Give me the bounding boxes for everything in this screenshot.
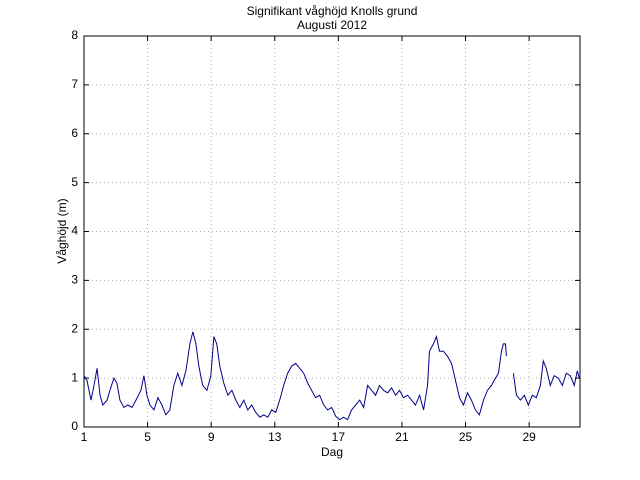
chart-title: Signifikant våghöjd Knolls grund: [247, 4, 418, 18]
y-tick-label: 1: [71, 370, 78, 384]
y-tick-label: 4: [71, 224, 78, 238]
y-tick-label: 3: [71, 273, 78, 287]
x-tick-label: 25: [459, 430, 473, 444]
y-tick-label: 0: [71, 419, 78, 433]
x-tick-label: 1: [81, 430, 88, 444]
y-axis-label: Våghöjd (m): [55, 198, 69, 263]
x-tick-label: 29: [522, 430, 536, 444]
x-tick-label: 5: [144, 430, 151, 444]
y-tick-label: 8: [71, 28, 78, 42]
y-tick-label: 5: [71, 175, 78, 189]
data-line: [83, 331, 580, 421]
y-tick-label: 7: [71, 77, 78, 91]
y-tick-label: 2: [71, 321, 78, 335]
chart-subtitle: Augusti 2012: [297, 18, 367, 32]
x-tick-label: 13: [268, 430, 282, 444]
x-tick-label: 17: [332, 430, 346, 444]
plot-frame: [83, 35, 581, 428]
x-tick-label: 21: [395, 430, 409, 444]
x-axis-label: Dag: [321, 445, 343, 459]
x-tick-label: 9: [208, 430, 215, 444]
y-tick-label: 6: [71, 126, 78, 140]
